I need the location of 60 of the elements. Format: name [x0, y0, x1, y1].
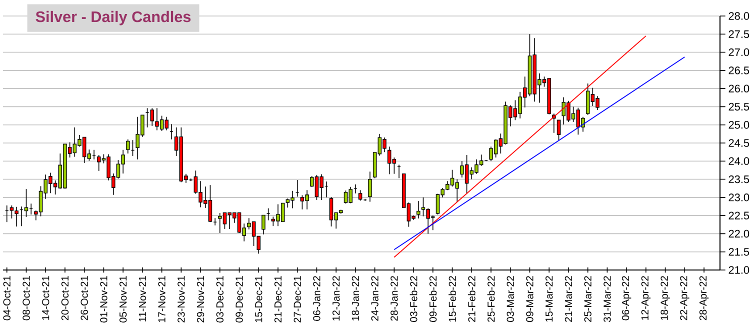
x-tick-label: 09-Dec-21	[236, 276, 243, 322]
x-tick-label: 05-Nov-21	[119, 276, 127, 322]
x-tick-label: 09-Mar-22	[526, 276, 534, 322]
x-tick-label: 21-Mar-22	[564, 276, 572, 322]
x-tick-label: 03-Mar-22	[506, 276, 514, 322]
x-tick-label: 12-Jan-22	[332, 276, 340, 320]
x-tick-label: 18-Apr-22	[660, 276, 670, 320]
x-tick-label: 21-Feb-22	[468, 276, 476, 322]
candlestick	[556, 120, 561, 140]
candlestick	[416, 200, 420, 219]
candlestick	[24, 188, 28, 218]
x-tick-label: 01-Nov-21	[100, 276, 108, 322]
y-tick-label: 21.0	[728, 266, 750, 274]
x-tick-label: 14-Oct-21	[42, 276, 50, 320]
x-tick-label: 15-Mar-22	[546, 276, 553, 322]
x-tick-label: 09-Feb-22	[429, 276, 437, 322]
x-tick-label: 12-Apr-22	[641, 276, 651, 320]
x-tick-label: 03-Feb-22	[410, 276, 418, 322]
x-tick-label: 20-Oct-21	[61, 276, 69, 320]
y-tick-label: 27.0	[728, 48, 750, 56]
x-tick-label: 25-Mar-22	[584, 276, 592, 322]
x-tick-label: 24-Jan-22	[371, 276, 378, 321]
y-tick-label: 22.5	[728, 212, 750, 220]
x-tick-label: 22-Apr-22	[680, 276, 690, 320]
y-tick-label: 21.5	[728, 248, 750, 256]
x-tick-label: 04-Oct-21	[3, 276, 10, 320]
y-tick-label: 24.0	[728, 157, 750, 165]
y-tick-label: 23.5	[728, 175, 750, 184]
x-tick-label: 06-Jan-22	[313, 276, 320, 321]
y-tick-label: 25.5	[728, 102, 750, 111]
y-tick-label: 28.0	[728, 12, 750, 20]
candlestick	[262, 214, 266, 235]
x-tick-label: 28-Jan-22	[390, 276, 398, 321]
x-tick-label: 17-Nov-21	[158, 276, 166, 322]
y-tick-label: 26.5	[728, 66, 750, 74]
x-tick-label: 11-Nov-21	[138, 276, 146, 322]
y-tick-label: 24.5	[728, 139, 750, 147]
x-tick-label: 08-Oct-21	[22, 276, 30, 320]
x-tick-label: 21-Dec-21	[274, 276, 282, 322]
x-tick-label: 23-Nov-21	[178, 276, 185, 322]
y-tick-label: 27.5	[728, 30, 750, 38]
x-tick-label: 18-Jan-22	[352, 276, 360, 320]
x-tick-label: 31-Mar-22	[604, 276, 611, 322]
x-tick-label: 03-Dec-21	[216, 276, 224, 322]
y-tick-label: 25.0	[728, 120, 750, 129]
x-tick-label: 15-Feb-22	[448, 276, 456, 322]
candlestick	[358, 190, 362, 202]
x-tick-label: 15-Dec-21	[255, 276, 262, 322]
candlestick	[368, 171, 372, 202]
y-tick-label: 26.0	[728, 84, 750, 92]
x-tick-label: 26-Oct-21	[80, 276, 88, 320]
x-tick-label: 29-Nov-21	[196, 276, 204, 322]
x-tick-label: 28-Apr-22	[699, 276, 709, 320]
x-tick-label: 27-Dec-21	[294, 276, 301, 322]
chart-title: Silver - Daily Candles	[36, 10, 191, 26]
y-tick-label: 22.0	[728, 230, 750, 238]
y-tick-label: 23.0	[728, 194, 750, 202]
x-tick-label: 06-Apr-22	[622, 276, 632, 320]
x-tick-label: 25-Feb-22	[487, 276, 495, 322]
candlestick	[126, 138, 130, 154]
